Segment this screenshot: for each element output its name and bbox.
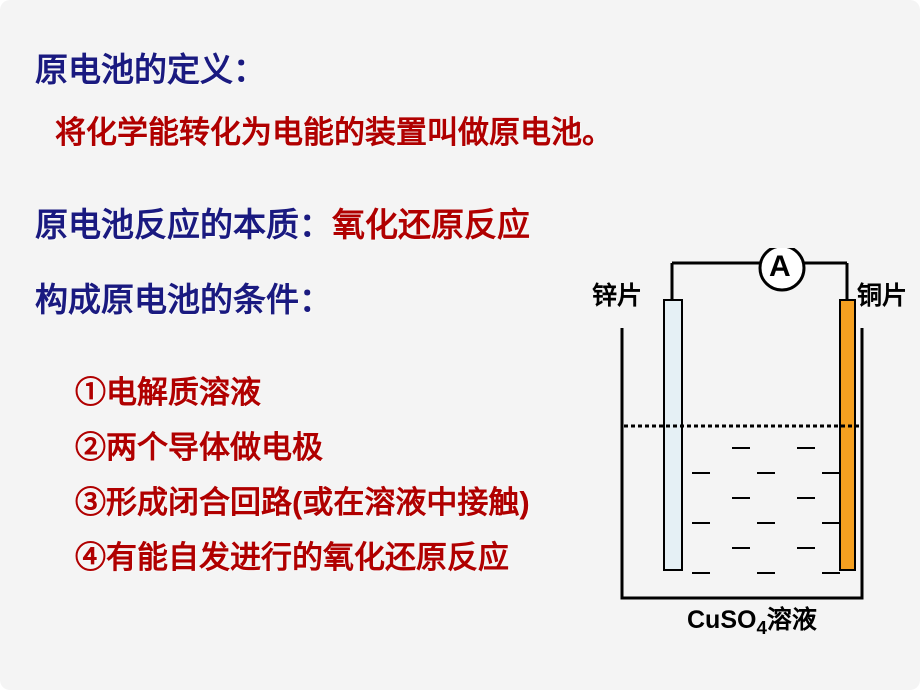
solution-suffix: 溶液 <box>767 606 817 634</box>
condition-2: ②两个导体做电极 <box>75 425 323 472</box>
heading-essence: 原电池反应的本质： <box>35 206 332 243</box>
solution-formula-prefix: CuSO <box>687 606 756 634</box>
heading-conditions: 构成原电池的条件： <box>35 275 332 325</box>
ammeter-label: A <box>769 250 791 284</box>
cell-diagram: A 锌片 铜片 CuSO4溶液 <box>602 248 920 658</box>
condition-4: ④有能自发进行的氧化还原反应 <box>75 535 509 582</box>
definition-content: 将化学能转化为电能的装置叫做原电池。 <box>55 110 613 157</box>
solution-formula-sub: 4 <box>756 617 766 638</box>
condition-1: ①电解质溶液 <box>75 370 261 417</box>
condition-3: ③形成闭合回路(或在溶液中接触) <box>75 480 530 527</box>
copper-label: 铜片 <box>857 276 907 312</box>
heading-essence-line: 原电池反应的本质：氧化还原反应 <box>35 200 530 250</box>
heading-definition: 原电池的定义： <box>35 45 266 95</box>
zinc-label: 锌片 <box>592 276 642 312</box>
slide-container: 原电池的定义： 将化学能转化为电能的装置叫做原电池。 原电池反应的本质：氧化还原… <box>0 0 920 690</box>
essence-content: 氧化还原反应 <box>332 206 530 243</box>
solution-label: CuSO4溶液 <box>687 600 817 639</box>
